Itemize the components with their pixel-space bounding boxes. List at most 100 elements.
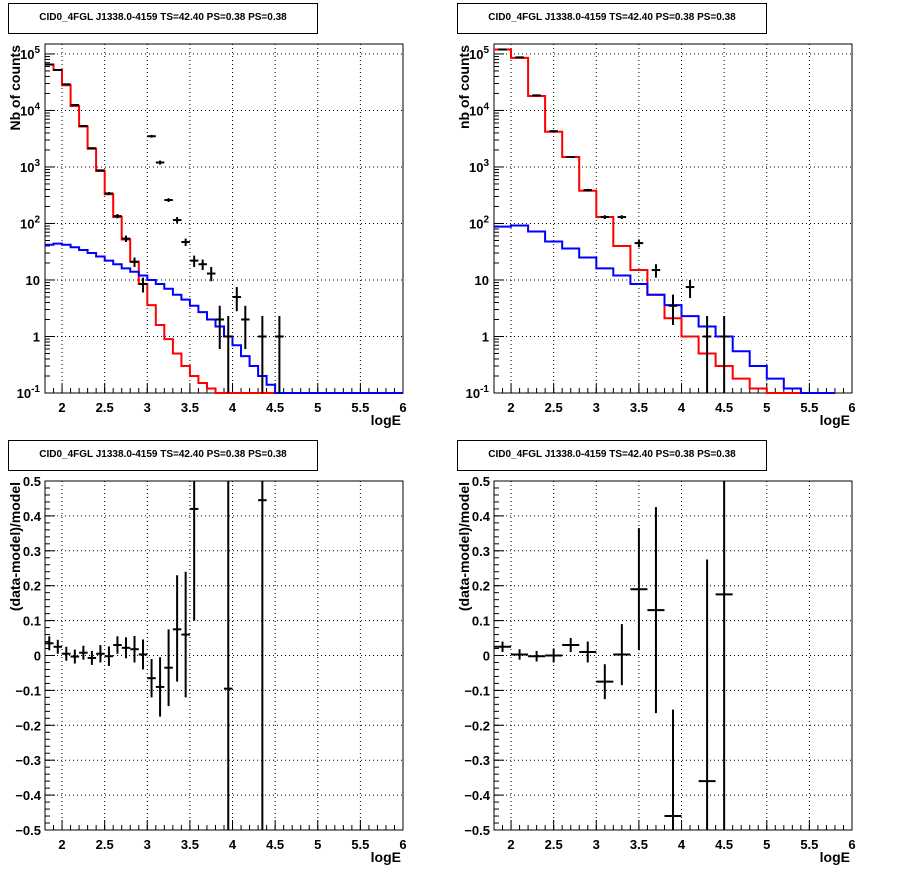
pad-counts-left: 2 2.5 3 3.5 4 4.5 5 5.5 6 10-1 1 10 102 103 104 105 logE… (0, 0, 449, 437)
y-tick-label-base: 10 (20, 160, 34, 175)
y-tick-label: 10-1 (17, 384, 41, 401)
model-total-histogram (45, 63, 403, 394)
data-point (511, 649, 529, 660)
x-tick-label: 2.5 (545, 400, 563, 415)
data-point (138, 639, 148, 670)
data-point (104, 646, 114, 666)
plot-area (45, 481, 267, 830)
data-point (562, 638, 580, 653)
data-point (164, 198, 173, 202)
data-point (668, 294, 678, 325)
y-tick-label: 102 (469, 214, 489, 231)
data-point (181, 238, 190, 246)
y-tick-label-base: 10 (20, 216, 34, 231)
x-tick-label: 2.5 (545, 837, 563, 852)
data-point (600, 215, 610, 220)
data-point (96, 645, 105, 663)
x-tick-label: 4.5 (266, 837, 284, 852)
y-tick-label: 0 (483, 649, 490, 664)
data-point (651, 264, 661, 278)
axes: 2 2.5 3 3.5 4 4.5 5 5.5 610-1110102103104105logE… (456, 43, 856, 428)
y-tick-label: 0.3 (23, 544, 41, 559)
y-tick-label: 103 (20, 158, 40, 175)
data-point (45, 63, 54, 66)
y-tick-label: 1 (482, 329, 489, 344)
data-point (224, 481, 233, 830)
y-tick-label-exponent: 2 (34, 214, 40, 225)
grid (45, 44, 403, 393)
y-tick-label: −0.3 (464, 753, 490, 768)
data-point (215, 305, 224, 350)
y-tick-label: −0.1 (464, 683, 490, 698)
data-point (87, 147, 97, 150)
data-point (147, 134, 156, 138)
data-point (104, 192, 114, 195)
y-tick-label: −0.3 (15, 753, 41, 768)
y-tick-label: 0.1 (23, 614, 41, 629)
y-tick-label: 0.5 (472, 474, 490, 489)
chart-svg: 2 2.5 3 3.5 4 4.5 5 5.5 6 −0.5 −0.4 −0.3 −0.2 −0.1 0 0.… (7, 474, 407, 865)
data-point (198, 259, 207, 271)
x-tick-label: 6 (399, 837, 406, 852)
y-tick-label: 102 (20, 214, 40, 231)
data-point (664, 709, 682, 830)
data-point (566, 156, 575, 159)
data-point (172, 575, 182, 682)
y-tick-label-exponent: 4 (483, 101, 489, 112)
data-point (719, 316, 729, 393)
y-tick-label-exponent: 5 (483, 45, 489, 56)
y-tick-label: 0.1 (472, 614, 490, 629)
data-point (549, 130, 558, 133)
chart-title: CID0_4FGL J1338.0-4159 TS=42.40 PS=0.38 … (8, 440, 318, 471)
plot-area (494, 48, 835, 394)
chart-svg: 2 2.5 3 3.5 4 4.5 5 5.5 610-1110102103104105logE… (7, 43, 407, 428)
data-point (113, 214, 122, 219)
y-tick-label: 105 (20, 45, 40, 62)
x-tick-label: 5 (763, 400, 770, 415)
data-point (232, 287, 242, 312)
data-point (62, 646, 71, 661)
data-point (181, 571, 190, 698)
data-point (87, 650, 97, 665)
y-tick-label: 0.5 (23, 474, 41, 489)
y-tick-label: −0.5 (15, 823, 41, 838)
x-tick-label: 3.5 (630, 400, 648, 415)
y-tick-label: 10-1 (466, 384, 490, 401)
x-tick-label: 6 (848, 837, 855, 852)
data-point (189, 255, 199, 267)
y-tick-label: 0 (34, 649, 41, 664)
data-point (79, 125, 88, 128)
data-point (583, 188, 593, 192)
y-tick-label: 103 (469, 158, 489, 175)
data-point (70, 103, 80, 106)
data-point (528, 650, 546, 662)
chart-title: CID0_4FGL J1338.0-4159 TS=42.40 PS=0.38 … (457, 3, 767, 34)
y-tick-label-base: 10 (466, 386, 480, 401)
data-point (647, 507, 665, 714)
data-point (130, 635, 139, 663)
y-tick-label-exponent: -1 (480, 384, 489, 395)
data-point (155, 657, 165, 717)
x-tick-label: 3 (144, 400, 151, 415)
y-tick-label: 104 (20, 101, 40, 118)
x-tick-label: 3 (593, 837, 600, 852)
data-point (45, 636, 54, 651)
data-point (715, 481, 733, 830)
x-tick-label: 3.5 (181, 400, 199, 415)
y-tick-label-base: 10 (469, 103, 483, 118)
x-axis-label: logE (820, 412, 850, 428)
y-tick-label: −0.4 (464, 788, 490, 803)
data-point (241, 305, 250, 350)
x-axis-label: logE (371, 412, 401, 428)
pad-residuals-left: 2 2.5 3 3.5 4 4.5 5 5.5 6 −0.5 −0.4 −0.3 −0.2 −0.1 0 0.… (0, 437, 449, 874)
x-tick-label: 4.5 (266, 400, 284, 415)
data-point (189, 481, 199, 621)
data-point (113, 636, 122, 654)
axes: 2 2.5 3 3.5 4 4.5 5 5.5 6 −0.5 −0.4 −0.3 −0.2 −0.1 0 0.… (7, 474, 407, 865)
model-component-histogram (45, 242, 403, 394)
data-point (685, 279, 695, 298)
data-point (630, 528, 648, 651)
x-tick-label: 5 (763, 837, 770, 852)
y-tick-label: −0.2 (15, 718, 41, 733)
data-point (224, 316, 233, 393)
